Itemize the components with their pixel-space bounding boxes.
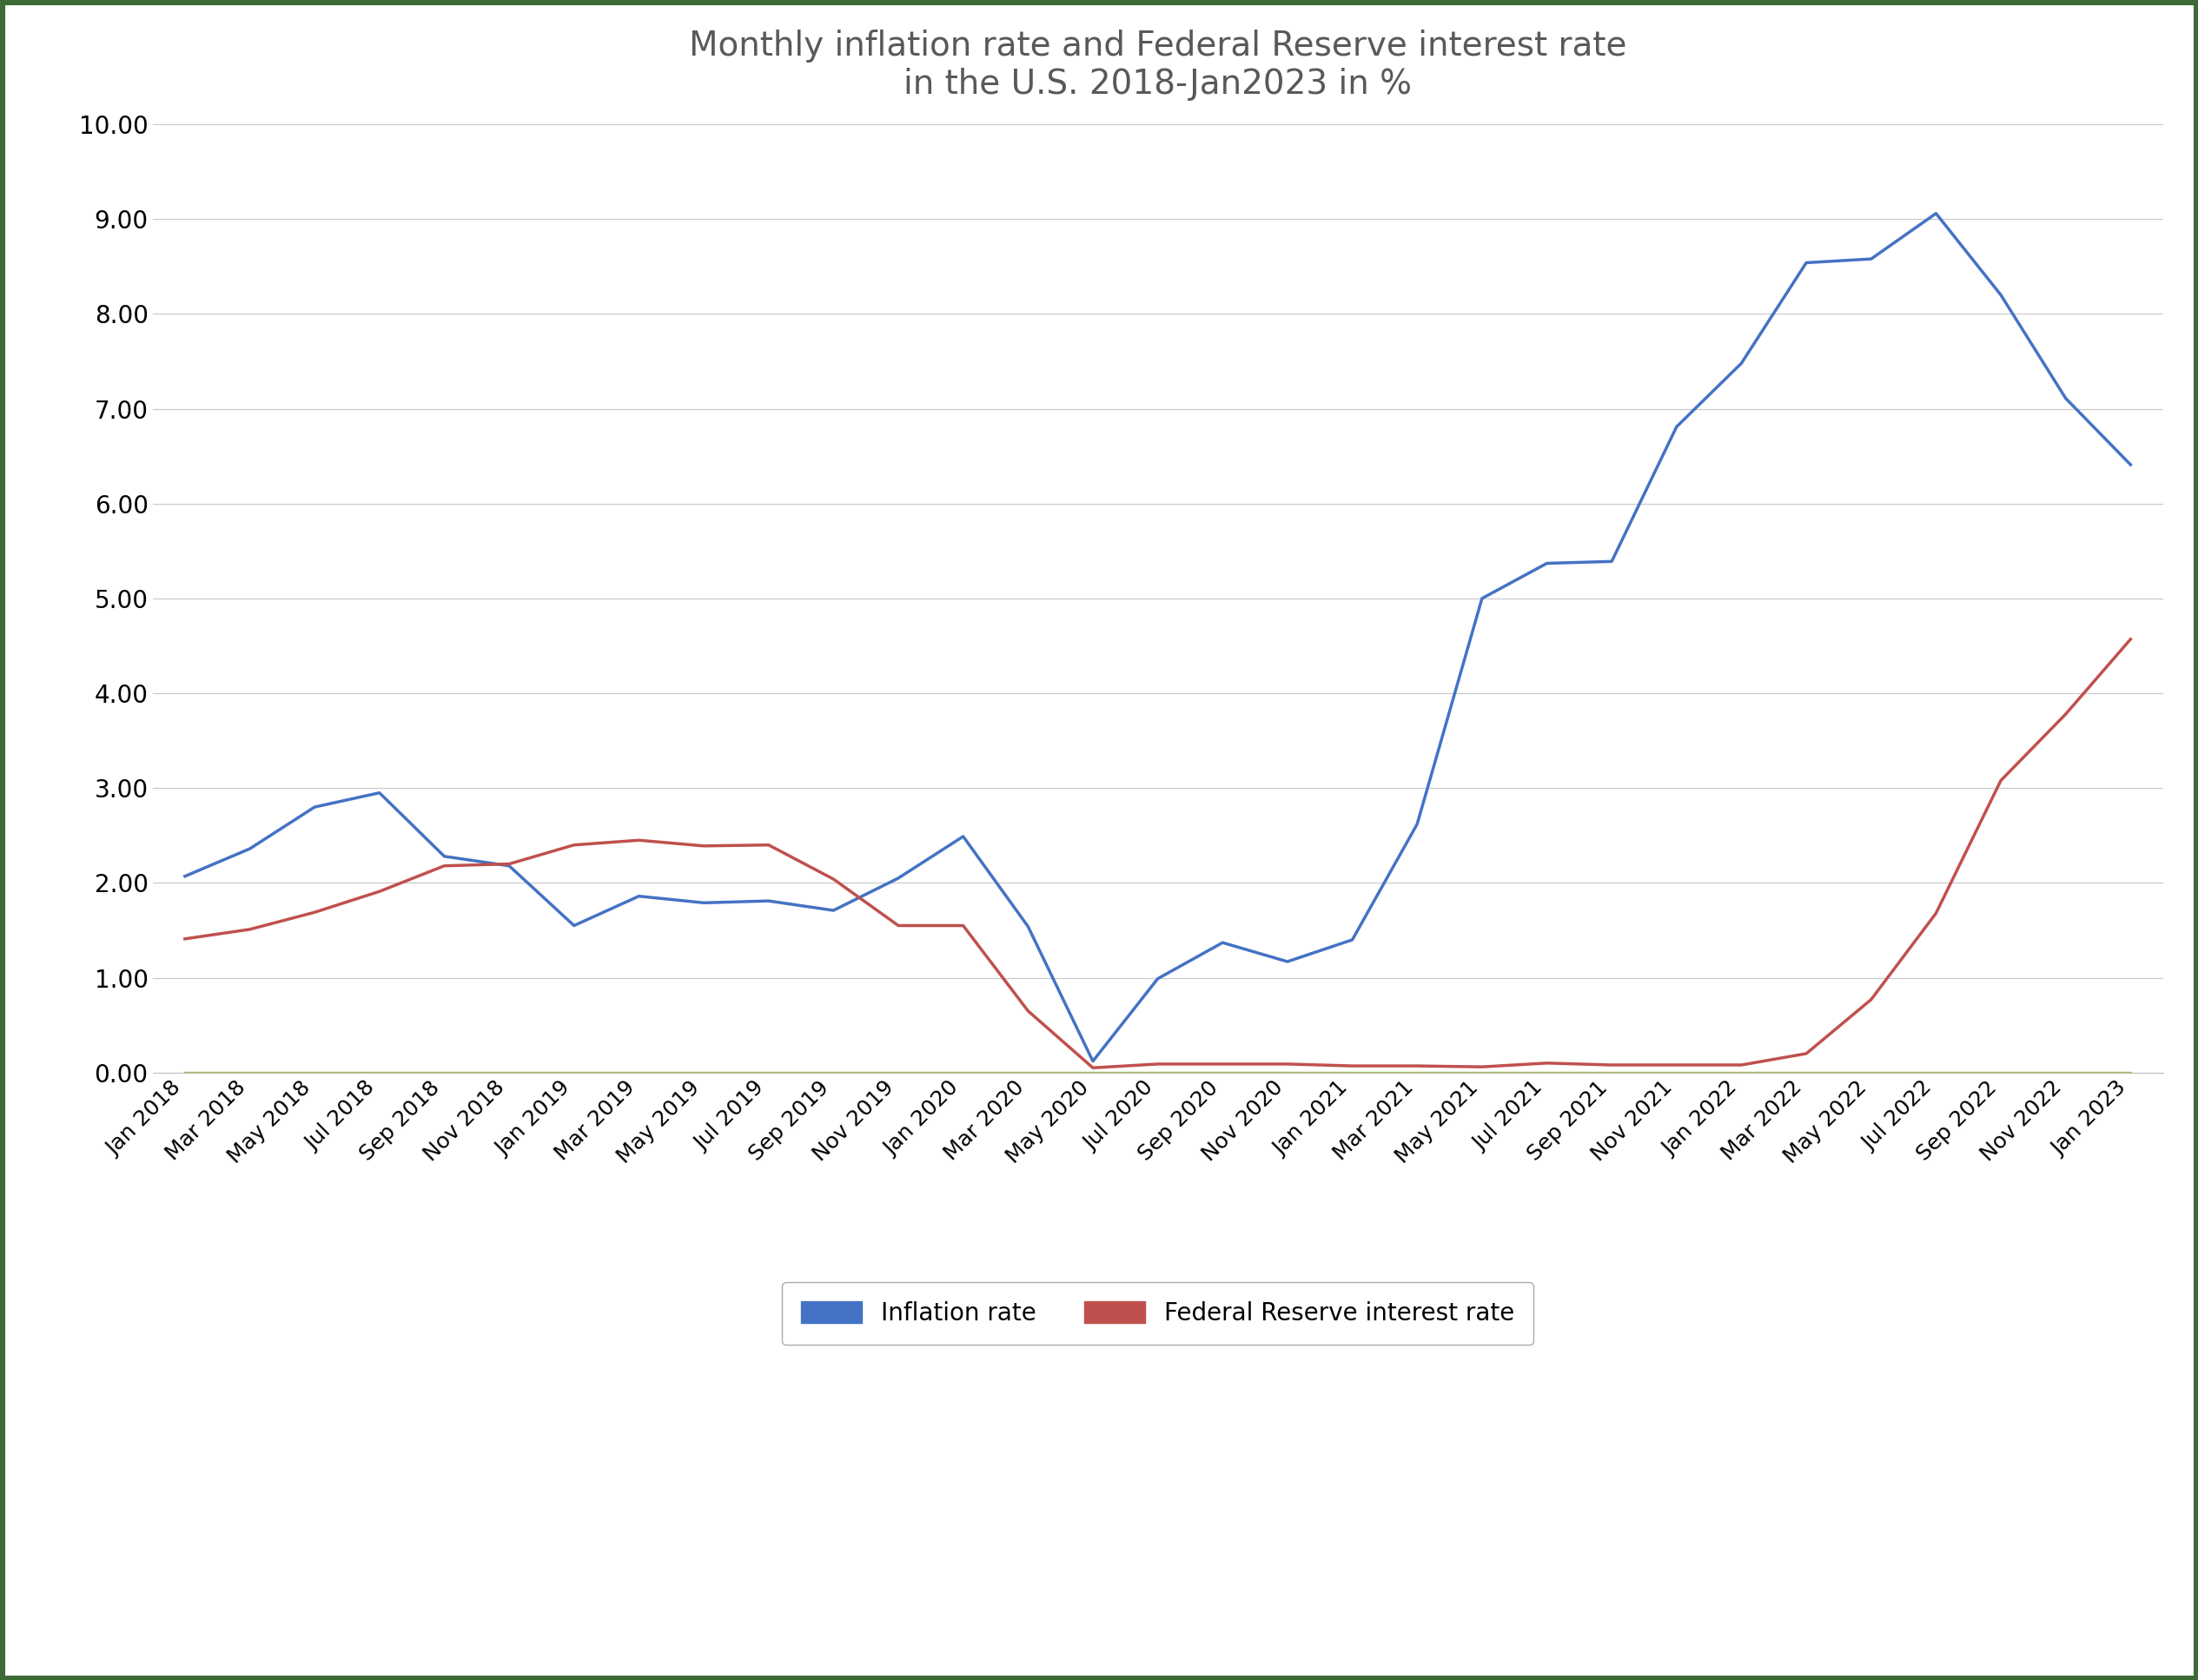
Inflation rate xyxy=(560,916,587,936)
Inflation rate xyxy=(1664,417,1690,437)
Legend: Inflation rate, Federal Reserve interest rate: Inflation rate, Federal Reserve interest… xyxy=(782,1282,1534,1346)
Federal Reserve interest rate xyxy=(1728,1055,1754,1075)
Federal Reserve interest rate xyxy=(1079,1058,1106,1079)
Inflation rate xyxy=(1728,353,1754,373)
Inflation rate xyxy=(1794,252,1820,272)
Federal Reserve interest rate xyxy=(431,855,457,875)
Federal Reserve interest rate xyxy=(1145,1053,1172,1074)
Federal Reserve interest rate xyxy=(560,835,587,855)
Inflation rate xyxy=(1405,815,1431,835)
Federal Reserve interest rate xyxy=(367,882,393,902)
Title: Monthly inflation rate and Federal Reserve interest rate
in the U.S. 2018-Jan202: Monthly inflation rate and Federal Reser… xyxy=(688,30,1627,101)
Federal Reserve interest rate xyxy=(1794,1043,1820,1063)
Federal Reserve interest rate xyxy=(950,916,976,936)
Inflation rate xyxy=(2117,455,2143,475)
Inflation rate xyxy=(497,855,523,875)
Federal Reserve interest rate xyxy=(1209,1053,1235,1074)
Federal Reserve interest rate xyxy=(1468,1057,1495,1077)
Inflation rate xyxy=(1275,951,1301,971)
Inflation rate xyxy=(1079,1052,1106,1072)
Federal Reserve interest rate xyxy=(1015,1001,1042,1021)
Inflation rate xyxy=(1598,551,1624,571)
Line: Federal Reserve interest rate: Federal Reserve interest rate xyxy=(185,638,2130,1068)
Federal Reserve interest rate xyxy=(820,869,846,889)
Inflation rate xyxy=(950,827,976,847)
Federal Reserve interest rate xyxy=(1598,1055,1624,1075)
Federal Reserve interest rate xyxy=(886,916,912,936)
Federal Reserve interest rate xyxy=(1534,1053,1561,1074)
Inflation rate xyxy=(1987,286,2013,306)
Inflation rate xyxy=(1534,553,1561,573)
Inflation rate xyxy=(1145,969,1172,990)
Federal Reserve interest rate xyxy=(690,837,717,857)
Inflation rate xyxy=(626,885,653,906)
Federal Reserve interest rate xyxy=(237,919,264,939)
Inflation rate xyxy=(237,838,264,858)
Inflation rate xyxy=(1209,932,1235,953)
Federal Reserve interest rate xyxy=(2117,628,2143,648)
Inflation rate xyxy=(1923,203,1950,223)
Inflation rate xyxy=(1857,249,1884,269)
Line: Inflation rate: Inflation rate xyxy=(185,213,2130,1062)
Inflation rate xyxy=(1339,929,1365,949)
Inflation rate xyxy=(1468,588,1495,608)
Inflation rate xyxy=(820,900,846,921)
Federal Reserve interest rate xyxy=(497,853,523,874)
Federal Reserve interest rate xyxy=(1664,1055,1690,1075)
Federal Reserve interest rate xyxy=(1405,1055,1431,1075)
Inflation rate xyxy=(690,892,717,912)
Federal Reserve interest rate xyxy=(1923,904,1950,924)
Federal Reserve interest rate xyxy=(301,902,328,922)
Federal Reserve interest rate xyxy=(171,929,198,949)
Inflation rate xyxy=(301,796,328,816)
Federal Reserve interest rate xyxy=(1857,990,1884,1010)
Inflation rate xyxy=(756,890,782,911)
Federal Reserve interest rate xyxy=(626,830,653,850)
Inflation rate xyxy=(2053,388,2079,408)
Inflation rate xyxy=(431,847,457,867)
Inflation rate xyxy=(171,867,198,887)
Inflation rate xyxy=(367,783,393,803)
Federal Reserve interest rate xyxy=(756,835,782,855)
Federal Reserve interest rate xyxy=(1987,771,2013,791)
Inflation rate xyxy=(1015,916,1042,936)
Federal Reserve interest rate xyxy=(1275,1053,1301,1074)
Federal Reserve interest rate xyxy=(2053,704,2079,724)
Federal Reserve interest rate xyxy=(1339,1055,1365,1075)
Inflation rate xyxy=(886,869,912,889)
